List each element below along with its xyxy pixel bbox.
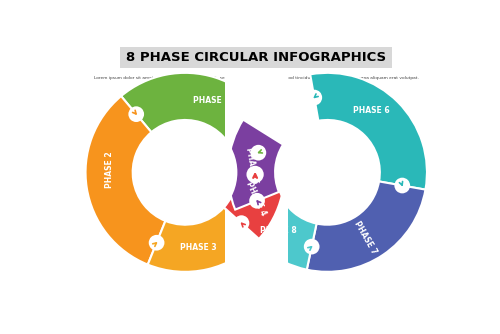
Wedge shape [224, 147, 284, 239]
Text: PHASE 8: PHASE 8 [260, 226, 297, 235]
FancyBboxPatch shape [120, 47, 392, 67]
Circle shape [275, 120, 380, 225]
Wedge shape [307, 181, 426, 272]
Circle shape [250, 145, 266, 161]
Circle shape [304, 239, 320, 255]
Circle shape [148, 235, 164, 250]
Wedge shape [148, 207, 259, 272]
Circle shape [128, 106, 144, 122]
Circle shape [246, 166, 264, 183]
Wedge shape [224, 147, 284, 239]
Wedge shape [86, 96, 166, 265]
Text: PHASE 6: PHASE 6 [352, 106, 390, 115]
Circle shape [275, 120, 380, 225]
Text: PHASE 3: PHASE 3 [180, 242, 216, 252]
Text: PHASE 7: PHASE 7 [352, 220, 378, 256]
Circle shape [306, 90, 322, 106]
FancyBboxPatch shape [225, 67, 288, 277]
Wedge shape [310, 73, 427, 190]
Text: PHASE 5: PHASE 5 [244, 147, 260, 184]
Circle shape [132, 120, 238, 225]
Text: 8 PHASE CIRCULAR INFOGRAPHICS: 8 PHASE CIRCULAR INFOGRAPHICS [126, 51, 386, 64]
Wedge shape [235, 192, 316, 270]
Text: Lorem ipsum dolor sit amet, consectetuer adipiscing elit, sed diam nonummy nibh : Lorem ipsum dolor sit amet, consectetuer… [94, 76, 418, 80]
Circle shape [249, 193, 265, 209]
Wedge shape [121, 73, 281, 159]
Text: PHASE 2: PHASE 2 [104, 151, 114, 188]
Text: PHASE 4: PHASE 4 [244, 180, 268, 217]
Circle shape [234, 215, 250, 231]
Text: PHASE 1: PHASE 1 [192, 97, 230, 106]
Circle shape [394, 178, 410, 193]
Wedge shape [228, 120, 283, 210]
Circle shape [132, 120, 238, 225]
